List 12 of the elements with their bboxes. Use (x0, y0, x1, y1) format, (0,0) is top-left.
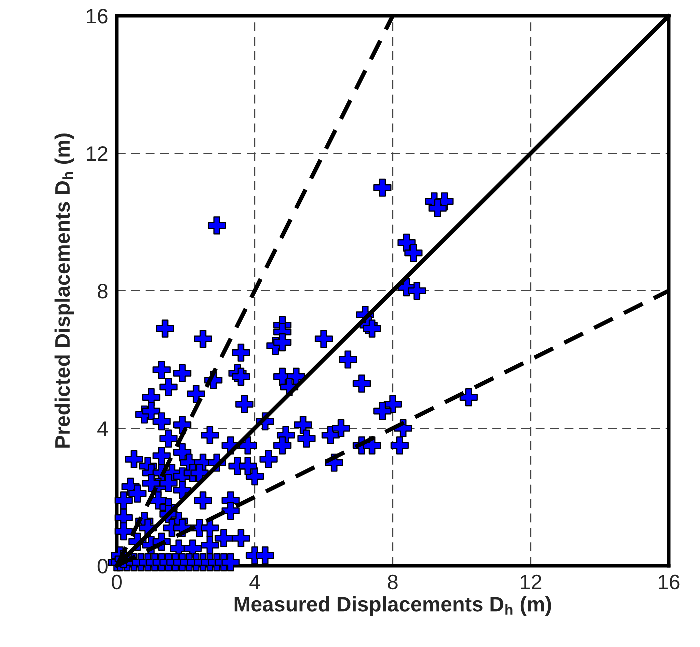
y-tick-label: 12 (87, 146, 108, 162)
y-tick-label: 0 (98, 559, 108, 574)
x-tick-label: 0 (112, 574, 122, 590)
x-tick-label: 4 (250, 575, 260, 590)
y-tick-label: 8 (98, 284, 108, 299)
y-tick-label: 16 (87, 9, 108, 24)
x-tick-label: 8 (388, 574, 398, 590)
x-tick-label: 16 (659, 574, 680, 590)
y-tick-label: 4 (98, 422, 108, 436)
x-axis-title: Measured Displacements D$_{h}$ (m) (234, 596, 552, 616)
x-tick-label: 12 (521, 574, 542, 590)
y-axis-title: Predicted Displacements D$_{h}$ (m) (54, 134, 74, 448)
